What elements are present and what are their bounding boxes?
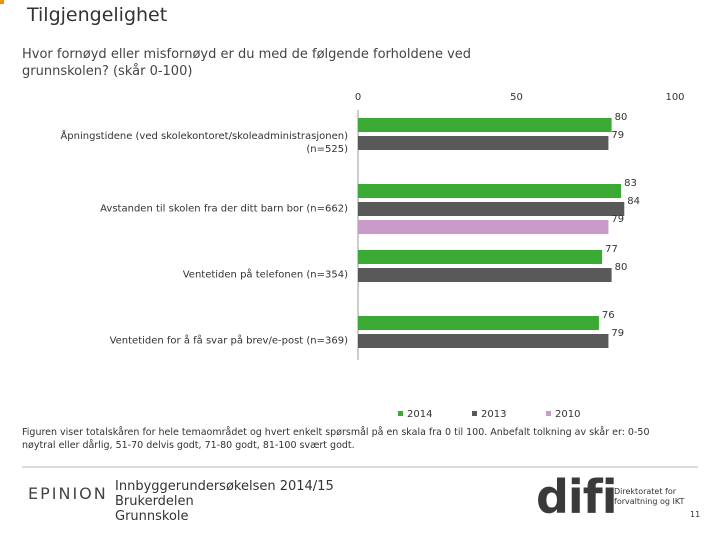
bar — [358, 184, 622, 198]
category-label: Ventetiden på telefonen (n=354) — [182, 269, 348, 281]
bar — [358, 136, 609, 150]
bar — [358, 118, 612, 132]
note: Figuren viser totalskåren for hele temao… — [22, 427, 650, 451]
corner-mark — [0, 0, 4, 4]
value-label: 79 — [611, 328, 624, 339]
legend-label: 2014 — [407, 409, 432, 420]
legend-swatch — [472, 411, 477, 416]
x-tick-label: 100 — [665, 92, 684, 103]
x-tick-label: 50 — [510, 92, 523, 103]
logo-line: Direktoratet for — [614, 487, 677, 496]
value-label: 79 — [611, 130, 624, 141]
category-label: Avstanden til skolen fra der ditt barn b… — [100, 203, 348, 215]
difi-logo: difi — [536, 470, 617, 524]
logo-line: forvaltning og IKT — [614, 497, 685, 506]
category-label: Åpningstidene (ved skolekontoret/skolead… — [60, 131, 348, 155]
value-label: 80 — [615, 262, 628, 273]
company-logo: EPINION — [28, 484, 108, 503]
footer-line: Grunnskole — [115, 509, 189, 524]
title: Tilgjengelighet — [27, 4, 168, 26]
value-label: 80 — [615, 112, 628, 123]
value-label: 76 — [602, 310, 615, 321]
bar — [358, 316, 599, 330]
value-label: 79 — [611, 214, 624, 225]
category-label: Ventetiden for å få svar på brev/e-post … — [109, 335, 348, 347]
page-number: 11 — [690, 510, 701, 519]
bar — [358, 202, 625, 216]
x-tick-label: 0 — [355, 92, 361, 103]
bar — [358, 268, 612, 282]
value-label: 84 — [627, 196, 640, 207]
legend-label: 2013 — [481, 409, 506, 420]
logo-text: Direktoratet for forvaltning og IKT — [614, 487, 684, 507]
bar — [358, 334, 609, 348]
subtitle: Hvor fornøyd eller misfornøyd er du med … — [22, 47, 472, 79]
legend-label: 2010 — [555, 409, 580, 420]
footer-line: Brukerdelen — [115, 494, 194, 509]
footer-text: Innbyggerundersøkelsen 2014/15 Brukerdel… — [115, 479, 334, 524]
value-label: 83 — [624, 178, 637, 189]
footer-line: Innbyggerundersøkelsen 2014/15 — [115, 479, 334, 494]
value-label: 77 — [605, 244, 618, 255]
legend-swatch — [398, 411, 403, 416]
legend-swatch — [546, 411, 551, 416]
bar — [358, 250, 603, 264]
bar — [358, 220, 609, 234]
